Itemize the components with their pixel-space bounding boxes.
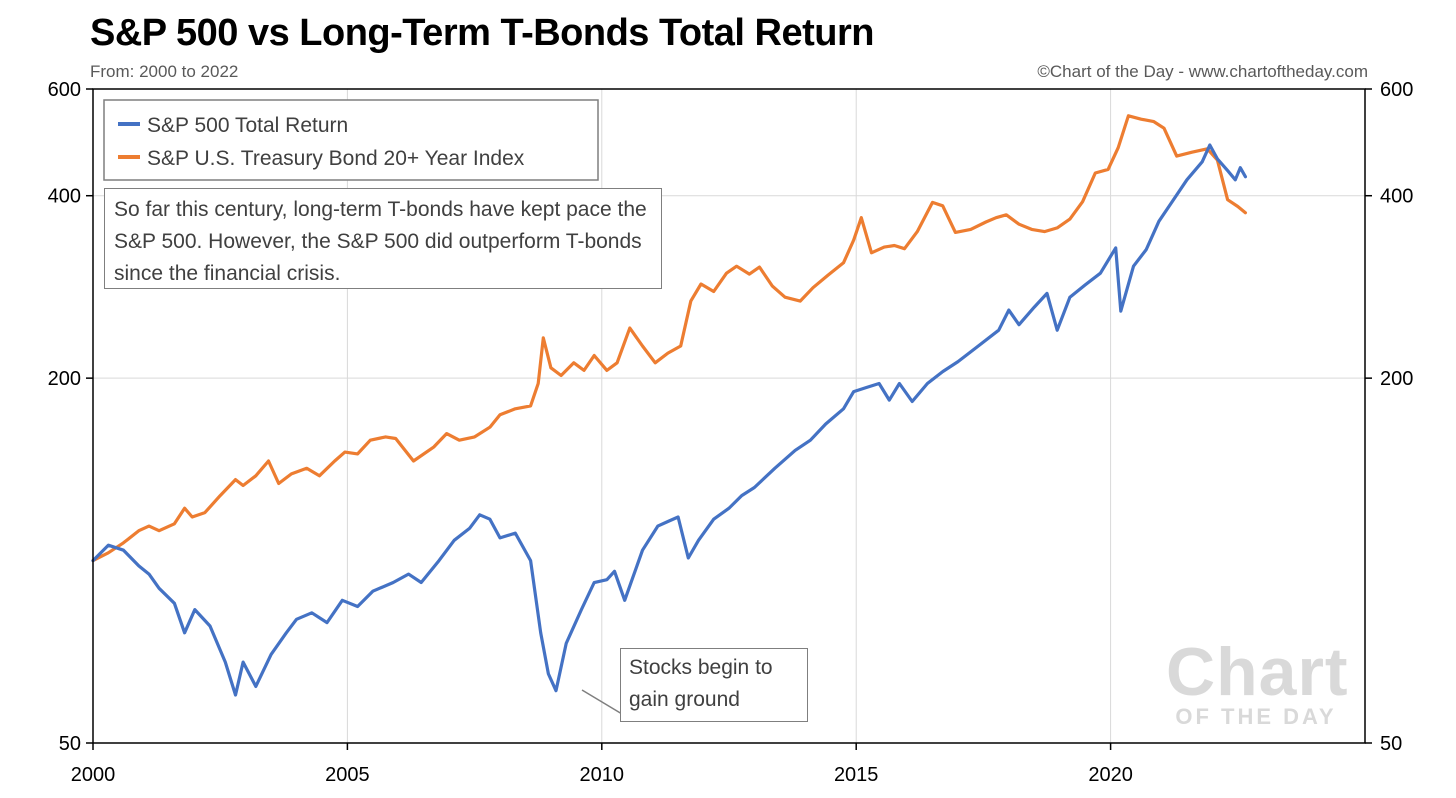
x-tick-label: 2020	[1088, 764, 1133, 786]
chart-of-the-day-logo: Chart OF THE DAY	[1166, 634, 1349, 729]
logo-text-main: Chart	[1166, 634, 1349, 710]
x-tick-label: 2010	[580, 764, 625, 786]
legend-label-tbond: S&P U.S. Treasury Bond 20+ Year Index	[147, 147, 525, 170]
legend: S&P 500 Total Return S&P U.S. Treasury B…	[103, 99, 599, 181]
logo-text-sub: OF THE DAY	[1175, 704, 1337, 729]
y-tick-label-left: 600	[48, 79, 81, 101]
legend-label-sp500: S&P 500 Total Return	[147, 114, 348, 137]
plot-frame	[92, 88, 1366, 744]
annotation-note: So far this century, long-term T-bonds h…	[104, 188, 662, 289]
y-tick-label-left: 400	[48, 186, 81, 208]
chart-subtitle: From: 2000 to 2022	[90, 62, 239, 81]
axis-ticks: 50 50 200 200 400 400 600 600 2000 2005 2010 2015 20…	[48, 79, 1414, 786]
series-lines	[91, 114, 1247, 697]
annotation-callout: Stocks begin to gain ground	[620, 648, 808, 722]
chart-credit: ©Chart of the Day - www.chartoftheday.co…	[1037, 62, 1368, 81]
y-tick-label-right: 50	[1380, 733, 1402, 755]
x-tick-label: 2000	[71, 764, 116, 786]
y-tick-label-right: 400	[1380, 186, 1413, 208]
series-line-sp500	[91, 143, 1247, 697]
x-tick-label: 2015	[834, 764, 879, 786]
y-tick-label-right: 600	[1380, 79, 1413, 101]
legend-box	[103, 99, 599, 181]
y-tick-label-left: 50	[59, 733, 81, 755]
x-tick-label: 2005	[325, 764, 370, 786]
series-line-tbond	[91, 114, 1247, 563]
chart-title: S&P 500 vs Long-Term T-Bonds Total Retur…	[90, 12, 874, 54]
y-tick-label-left: 200	[48, 368, 81, 390]
y-tick-label-right: 200	[1380, 368, 1413, 390]
